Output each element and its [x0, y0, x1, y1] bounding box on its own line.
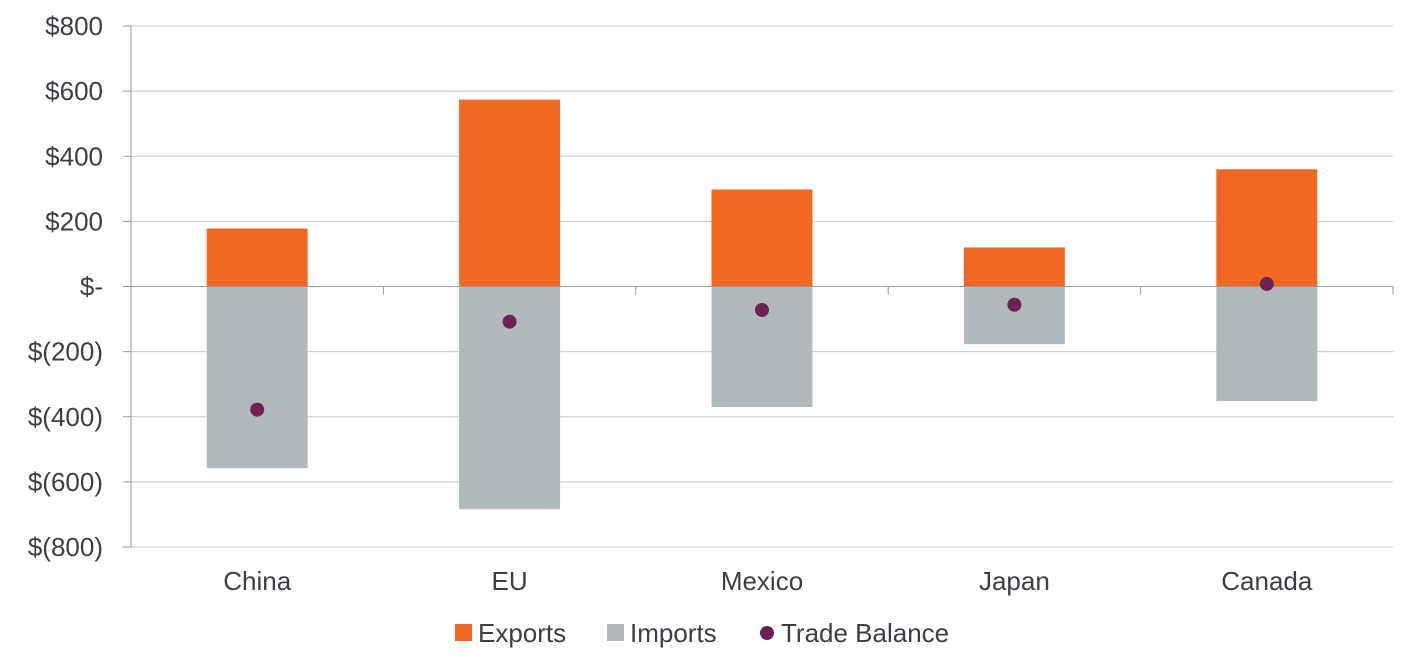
y-tick-label: $-: [80, 272, 103, 302]
x-tick-label: China: [223, 566, 291, 596]
legend-exports-label: Exports: [478, 618, 566, 648]
trade-balance-point: [1007, 297, 1022, 312]
imports-bar: [206, 286, 308, 469]
exports-bar: [1216, 169, 1318, 287]
trade-balance-points: [250, 276, 1274, 417]
exports-bar: [206, 228, 308, 287]
y-axis-tick-labels: $800 $600 $400 $200 $- $(200) $(400) $(600) $(80…: [28, 11, 103, 562]
x-tick-label: Canada: [1221, 566, 1313, 596]
x-tick-label: Mexico: [721, 566, 803, 596]
y-tick-label: $600: [45, 76, 103, 106]
y-tick-label: $(600): [28, 467, 103, 497]
legend-trade-balance-label: Trade Balance: [781, 618, 949, 648]
bars: [206, 99, 1318, 510]
trade-balance-point: [502, 314, 517, 329]
y-tick-label: $(400): [28, 402, 103, 432]
legend: Exports Imports Trade Balance: [455, 618, 949, 648]
imports-bar: [963, 286, 1065, 345]
y-tick-label: $400: [45, 141, 103, 171]
y-tick-label: $800: [45, 11, 103, 41]
legend-imports-swatch: [607, 624, 624, 641]
legend-imports-label: Imports: [630, 618, 717, 648]
imports-bar: [1216, 286, 1318, 402]
trade-balance-point: [1259, 276, 1274, 291]
y-tick-label: $(800): [28, 532, 103, 562]
exports-bar: [963, 247, 1065, 287]
y-tick-label: $(200): [28, 337, 103, 367]
exports-bar: [459, 99, 561, 287]
trade-balance-point: [250, 402, 265, 417]
legend-exports-swatch: [455, 624, 472, 641]
x-tick-label: EU: [492, 566, 528, 596]
y-tick-label: $200: [45, 206, 103, 236]
x-tick-label: Japan: [979, 566, 1050, 596]
exports-bar: [711, 189, 813, 287]
axes: [123, 25, 1394, 548]
legend-trade-balance-marker: [760, 626, 774, 640]
x-axis-tick-labels: China EU Mexico Japan Canada: [223, 566, 1313, 596]
trade-balance-point: [755, 302, 769, 317]
